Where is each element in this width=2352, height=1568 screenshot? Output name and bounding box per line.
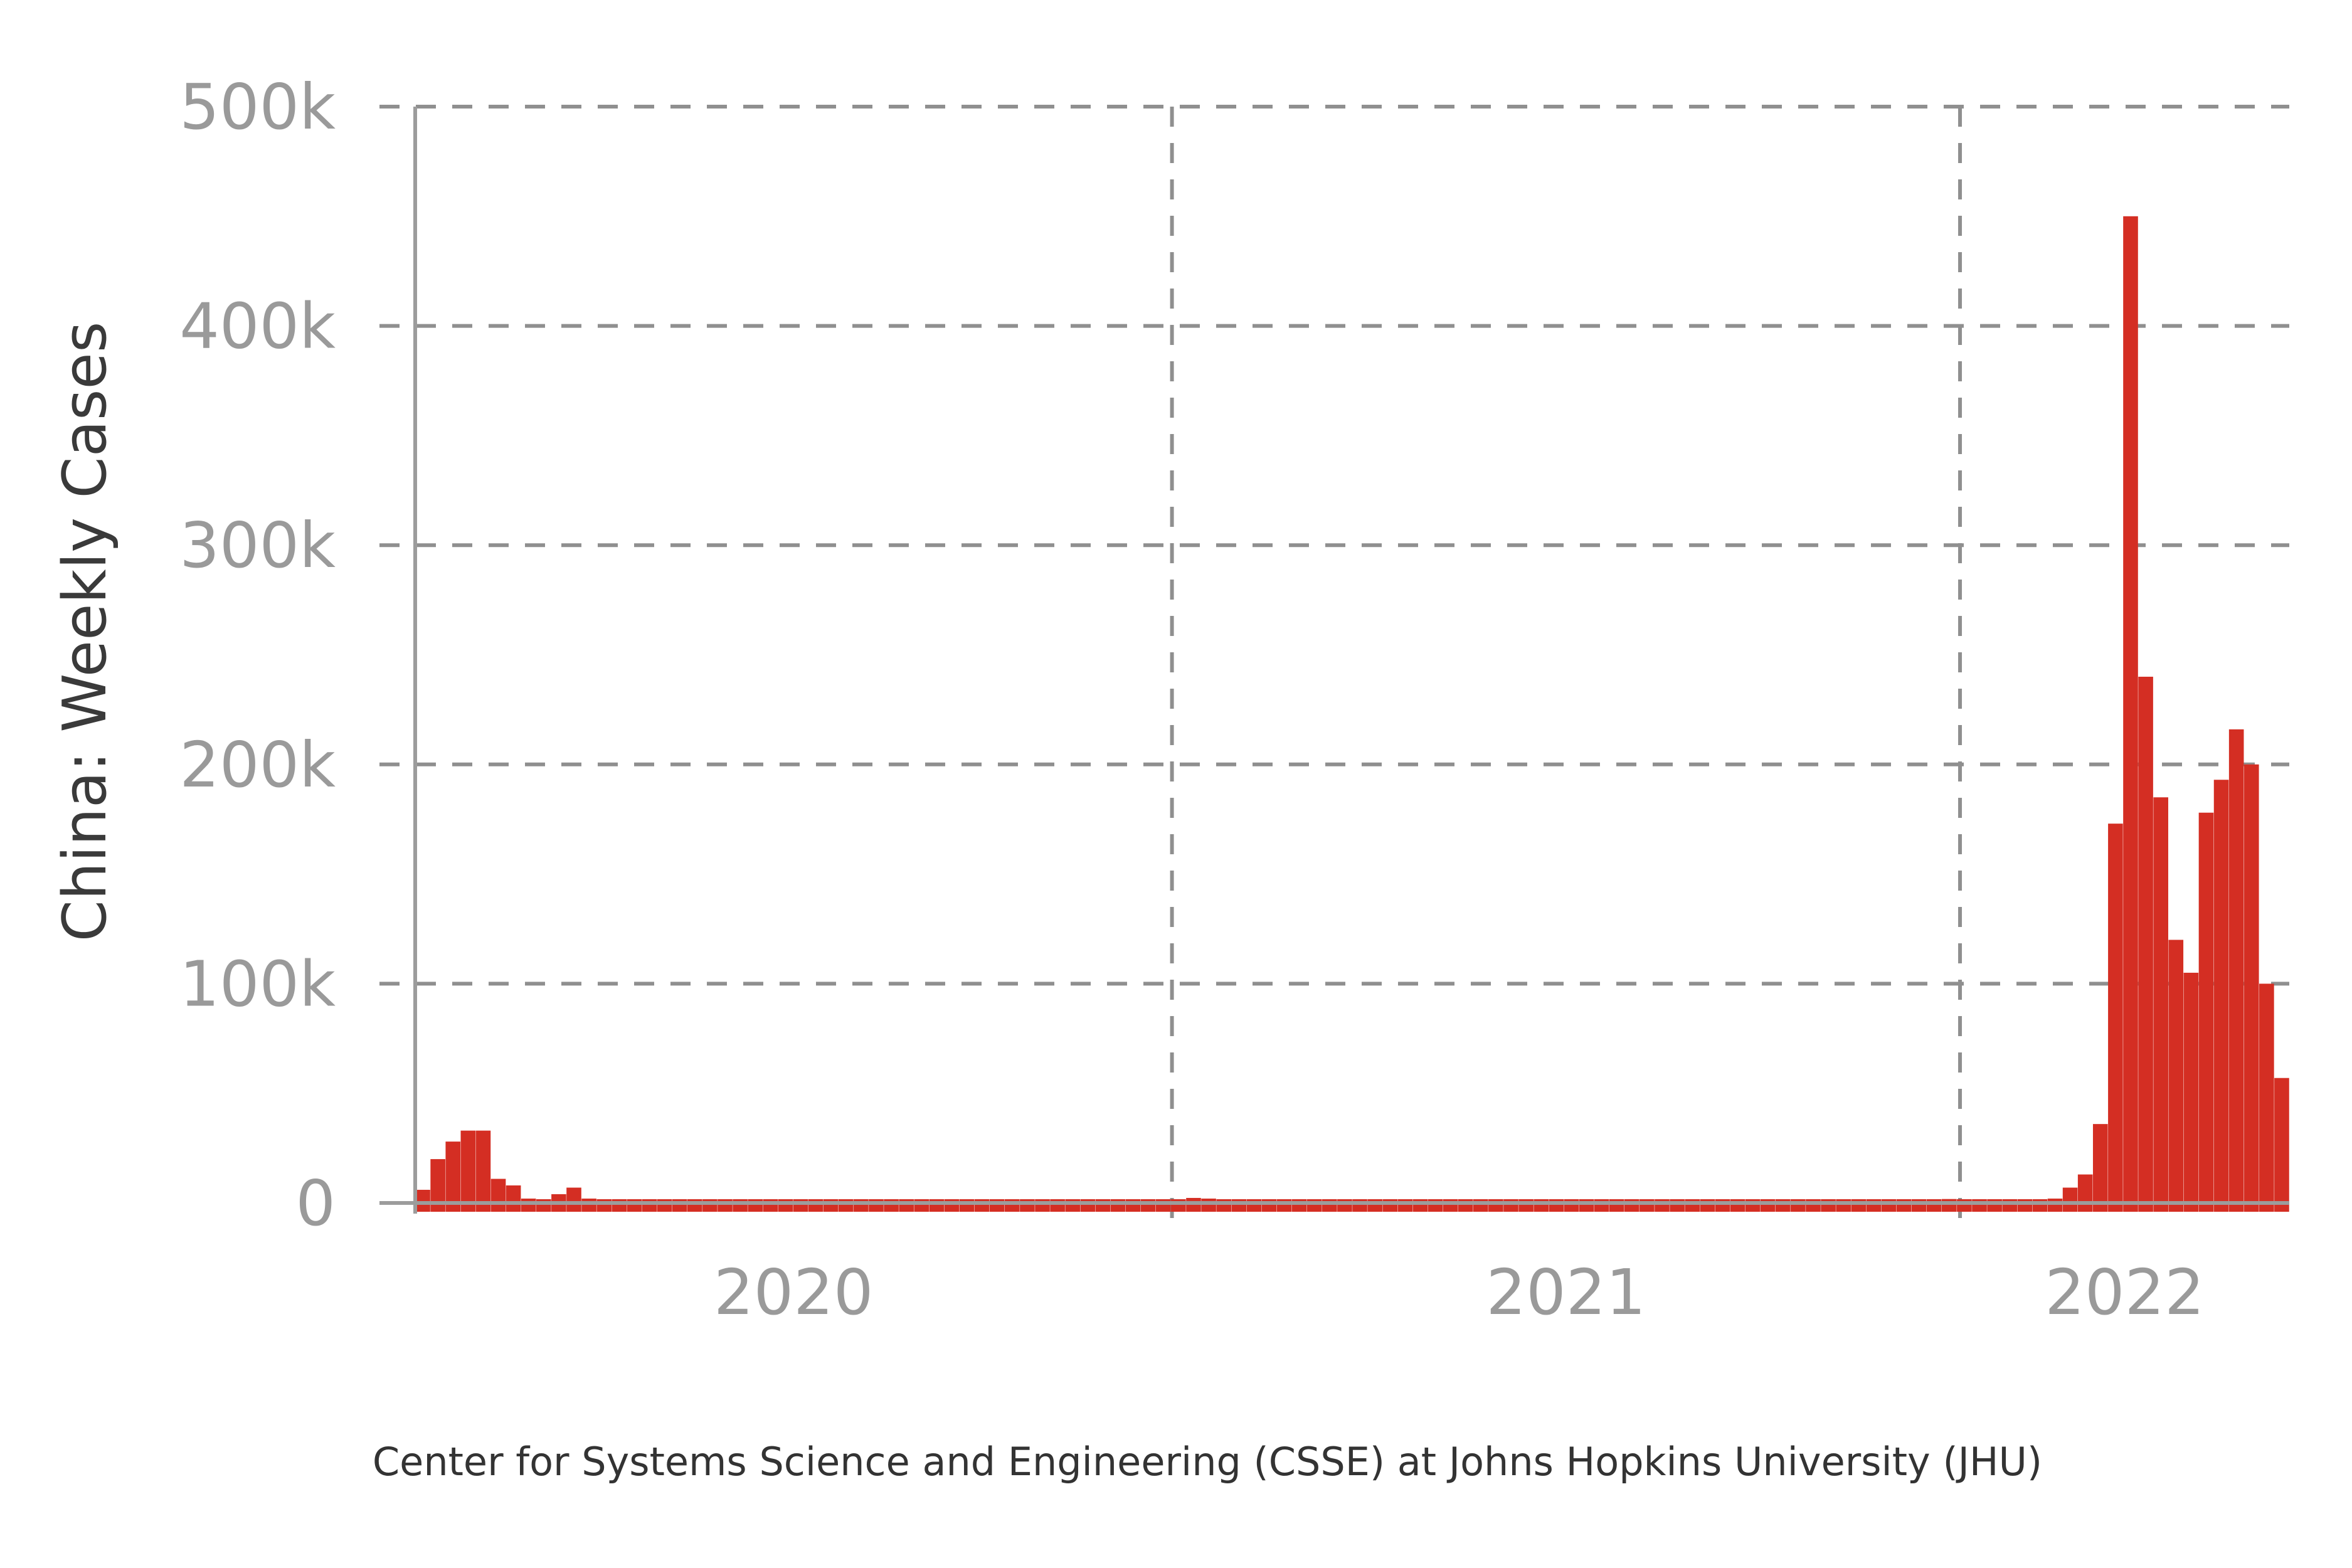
bar (2123, 216, 2138, 1212)
bar (2108, 824, 2123, 1212)
bar (2138, 676, 2153, 1212)
bar (521, 1199, 536, 1212)
y-axis-label: China: Weekly Cases (51, 322, 120, 942)
x-tick-labels: 2020 2021 2022 (714, 1256, 2205, 1329)
bar (430, 1159, 445, 1212)
bar (2243, 764, 2259, 1212)
bar (506, 1185, 521, 1212)
bar (1201, 1199, 1216, 1212)
bar (2274, 1078, 2289, 1212)
y-tick-label: 200k (179, 728, 336, 802)
bar (2259, 983, 2274, 1212)
bar (2228, 729, 2244, 1212)
bars (415, 216, 2289, 1212)
y-tick-labels: 0 100k 200k 300k 400k 500k (179, 70, 336, 1240)
bar (2213, 780, 2229, 1212)
x-tick-label: 2020 (714, 1256, 874, 1329)
bar (1942, 1199, 1957, 1212)
x-tick-label: 2021 (1486, 1256, 1646, 1329)
bar (2168, 940, 2184, 1212)
y-tick-label: 300k (179, 509, 336, 582)
x-tick-label: 2022 (2045, 1256, 2205, 1329)
bar (2077, 1174, 2093, 1212)
bar (2047, 1199, 2063, 1212)
y-tick-label: 400k (179, 290, 336, 363)
bar (445, 1142, 461, 1212)
grid-lines (379, 105, 2289, 1232)
bar (2198, 812, 2214, 1212)
bar (2062, 1187, 2078, 1212)
bar (2183, 972, 2199, 1212)
bar (490, 1179, 506, 1212)
bar (475, 1130, 491, 1212)
bar (415, 1190, 430, 1212)
y-tick-label: 100k (179, 947, 336, 1020)
bar (566, 1187, 581, 1212)
bar (460, 1130, 476, 1212)
bar (2092, 1124, 2108, 1212)
y-tick-label: 0 (295, 1167, 336, 1240)
bar (581, 1199, 596, 1212)
y-tick-label: 500k (179, 70, 336, 144)
source-note: Center for Systems Science and Engineeri… (373, 1439, 2042, 1485)
bar (2153, 797, 2168, 1212)
axes (379, 107, 2289, 1214)
